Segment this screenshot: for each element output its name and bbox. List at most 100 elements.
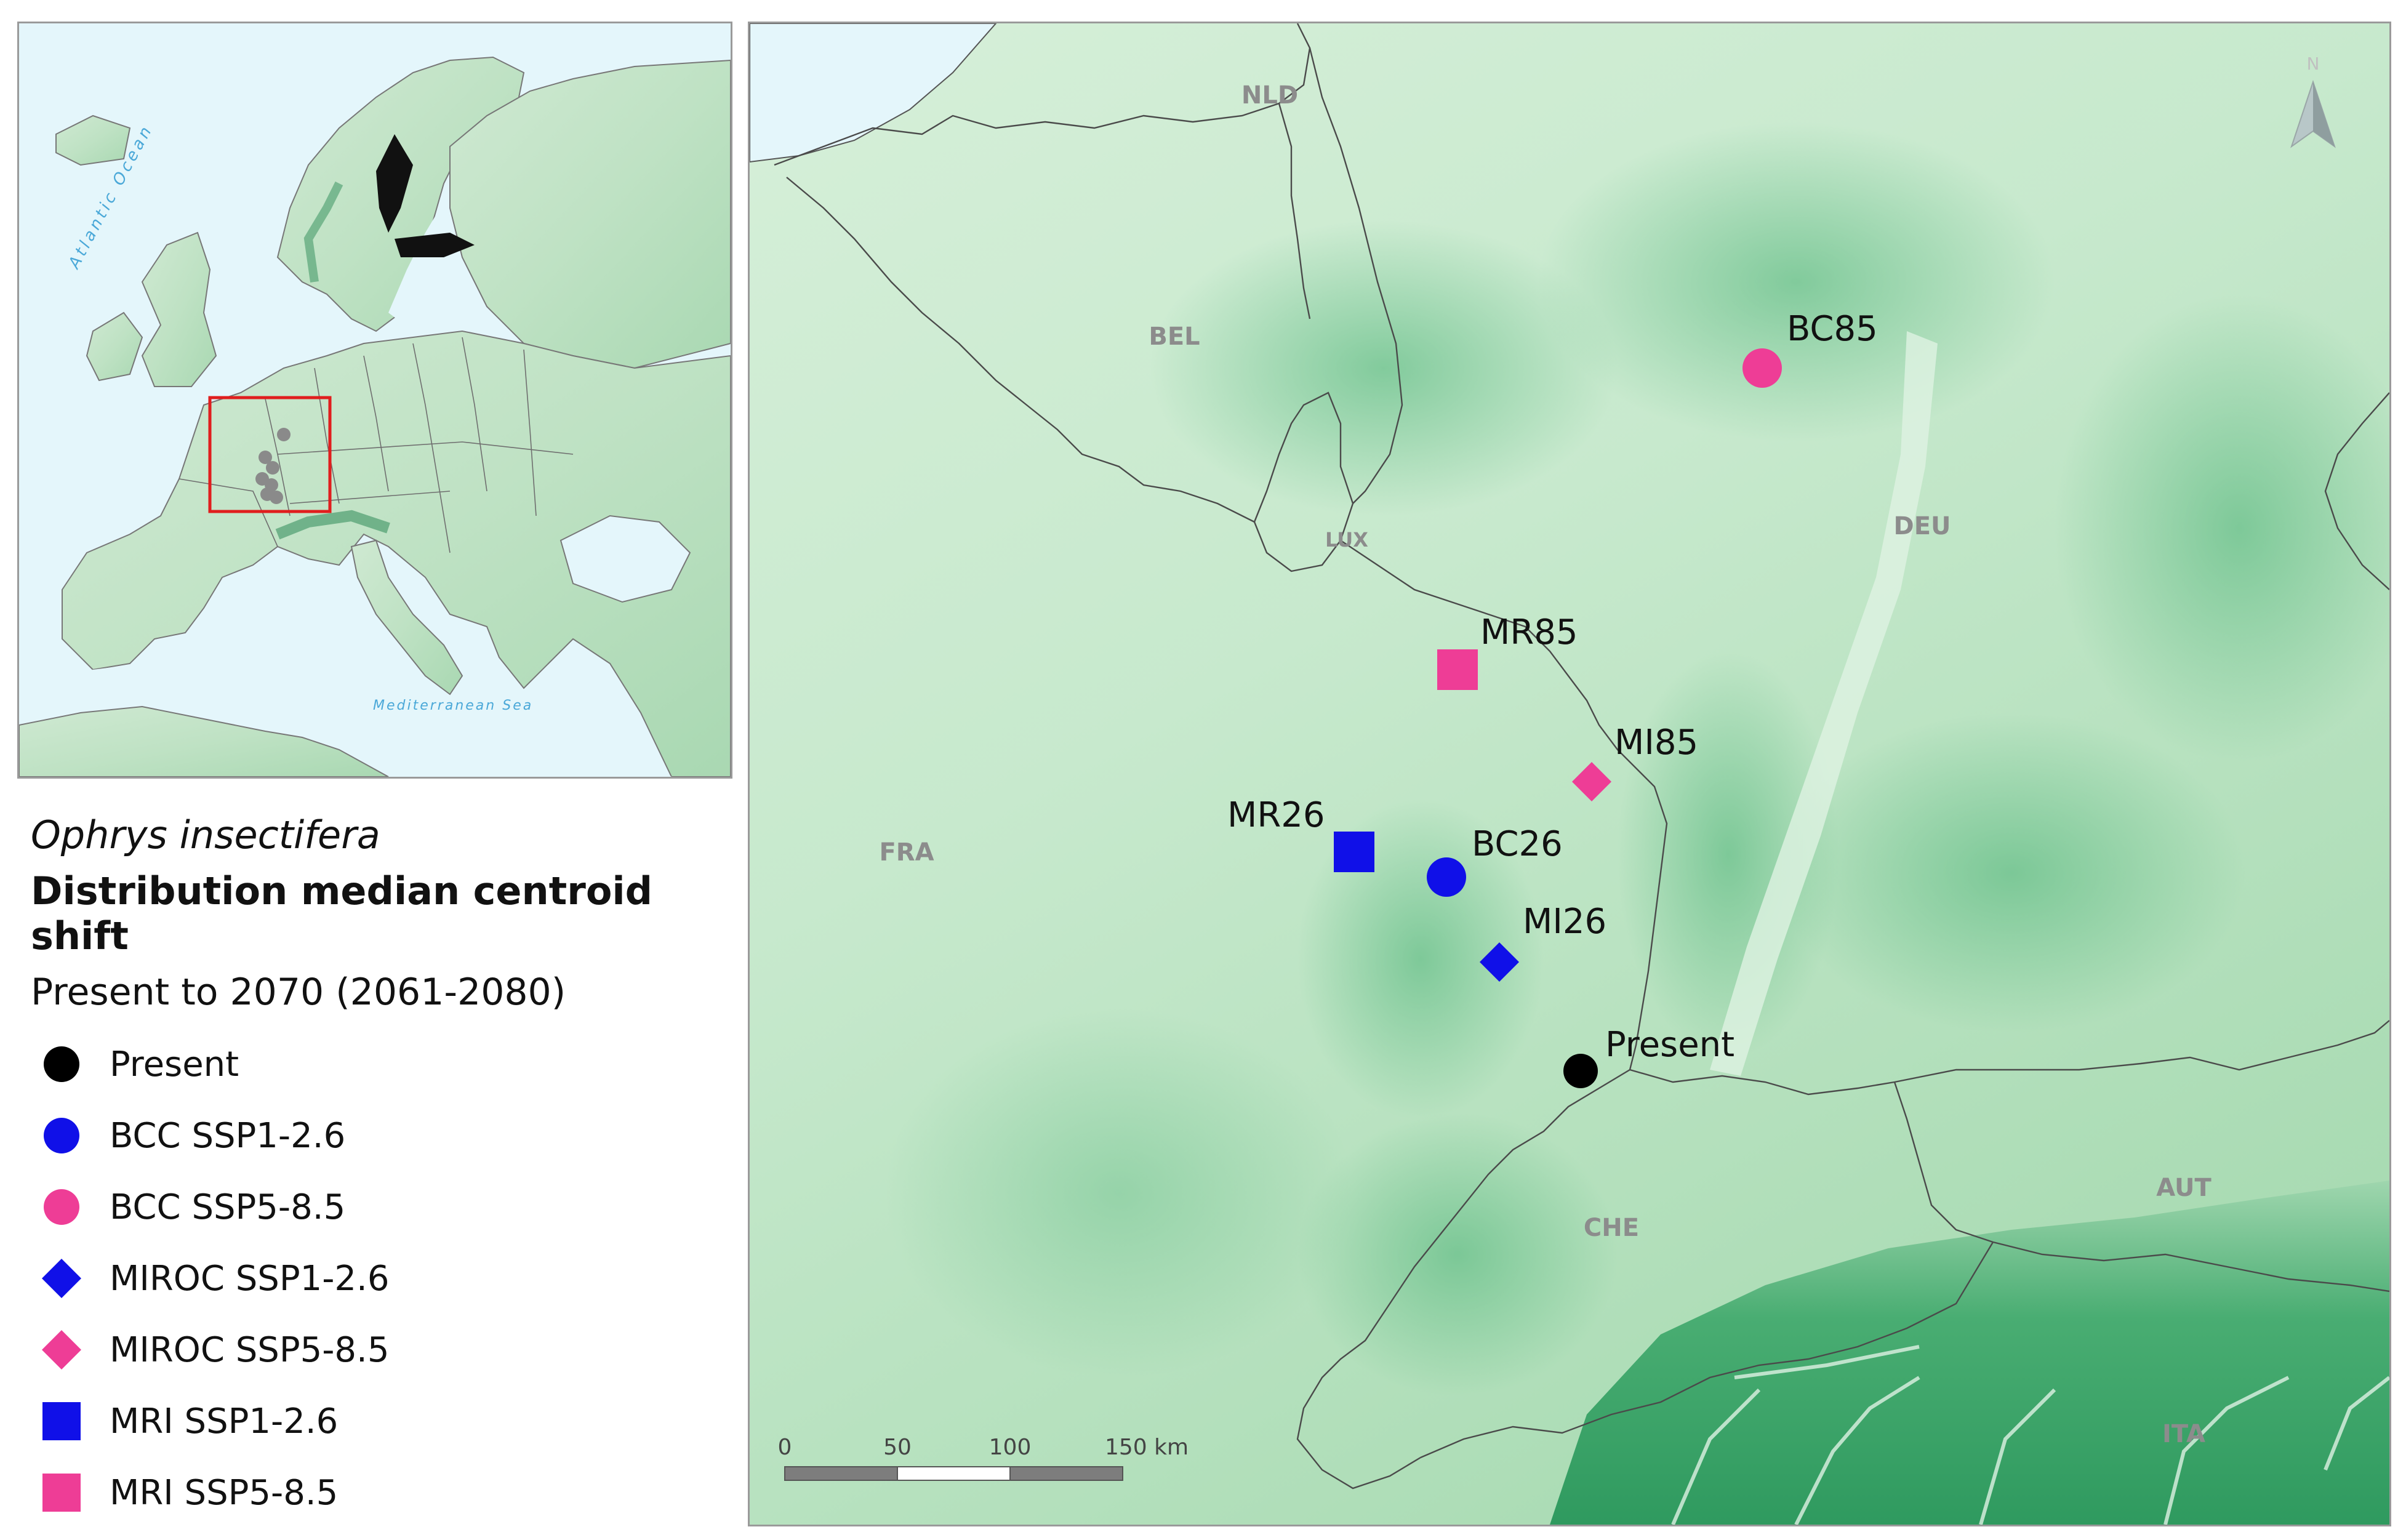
border-nld-deu [1309,47,1403,504]
legend-item-label: MIROC SSP1-2.6 [110,1258,390,1299]
finland-russia-land [449,59,731,369]
scale-label-100: 100 [989,1435,1032,1460]
vosges-relief [1297,799,1544,1119]
legend-item-label: Present [110,1044,239,1085]
legend-item-label: BCC SSP1-2.6 [110,1115,346,1156]
legend-item: MIROC SSP1-2.6 [31,1243,739,1314]
legend: Ophrys insectifera Distribution median c… [31,812,739,1528]
legend-circle-marker [44,1046,79,1082]
massif-relief [885,1008,1353,1378]
europe-inset-map: Atlantic Ocean Mediterranean Sea [17,22,732,779]
centroid-mi85-label: MI85 [1614,723,1698,763]
centroid-mr85: MR85 [1437,612,1578,690]
legend-square-marker [42,1474,81,1512]
centroid-mr26: MR26 [1227,795,1374,872]
inset-centroid-points [255,428,291,504]
legend-item: MRI SSP1-2.6 [31,1386,739,1457]
legend-item: BCC SSP5-8.5 [31,1171,739,1243]
border-che-ita [1420,1241,1994,1459]
border-deu-aut [1894,1020,2389,1083]
north-arrow-label: N [2307,54,2320,74]
legend-symbol [42,1330,81,1370]
europe-inset-svg: Atlantic Ocean Mediterranean Sea [19,23,731,777]
alps [1550,1181,2389,1525]
legend-subtitle: Present to 2070 (2061-2080) [31,971,566,1014]
border-fra-che [1296,1069,1630,1490]
border-lux [1253,391,1354,572]
centroid-bc85-marker [1742,348,1782,388]
centroid-mr85-marker [1437,649,1478,690]
border-bel-nld [774,23,1311,166]
black-sea [559,515,691,603]
legend-item-label: BCC SSP5-8.5 [110,1187,346,1227]
legend-circle-marker [44,1189,79,1225]
legend-item: MRI SSP5-8.5 [31,1457,739,1528]
alps-inset [275,510,390,540]
italy-land [350,539,463,696]
legend-symbol [44,1189,79,1225]
scale-bar: 0 50 100 150 km [778,1435,1189,1481]
legend-item: MIROC SSP5-8.5 [31,1314,739,1386]
inset-borders [178,337,574,553]
centroid-present-label: Present [1605,1025,1734,1065]
scale-label-150: 150 km [1105,1435,1189,1460]
legend-title: Distribution median centroid shift [31,868,653,958]
legend-circle-marker [44,1118,79,1153]
rhenish-massif-relief [1538,122,2055,442]
legend-diamond-marker [42,1330,81,1370]
border-che-deu [1629,1069,1895,1096]
country-label-lux: LUX [1325,528,1368,551]
legend-item: Present [31,1029,739,1100]
study-area-rectangle [208,396,332,513]
centroid-mi26-marker [1480,942,1519,982]
centroid-bc26-marker [1427,857,1466,897]
country-borders [774,23,2389,1490]
legend-item: BCC SSP1-2.6 [31,1100,739,1171]
alps-valleys [1671,1345,2389,1525]
north-arrow: N [2290,54,2336,148]
scale-label-0: 0 [778,1435,792,1460]
centroid-present: Present [1563,1025,1734,1088]
legend-symbol [44,1046,79,1082]
north-sea [750,23,997,163]
main-map-svg: NLD BEL LUX DEU FRA CHE AUT ITA N 0 50 1… [750,23,2389,1525]
centroid-mi26: MI26 [1480,902,1606,982]
legend-item-label: MRI SSP5-8.5 [110,1472,339,1513]
country-label-bel: BEL [1149,323,1200,351]
centroid-bc85: BC85 [1742,309,1878,388]
rhine-valley [1710,331,1938,1076]
centroid-bc26: BC26 [1427,824,1563,897]
mediterranean-sea-label: Mediterranean Sea [373,698,533,713]
legend-symbol [42,1474,81,1512]
lake-black-2 [395,233,475,257]
legend-species: Ophrys insectifera [31,812,380,857]
centroid-mr85-label: MR85 [1480,612,1578,652]
swabian-jura-relief [1778,713,2245,1033]
country-label-che: CHE [1584,1214,1639,1242]
ardennes-relief [1150,220,1618,516]
country-label-ita: ITA [2162,1420,2205,1448]
centroid-bc26-label: BC26 [1472,824,1563,864]
ireland-land [86,311,143,382]
iceland-land [55,114,131,166]
legend-items: Present BCC SSP1-2.6 BCC SSP5-8.5 MIROC SSP… [31,1029,739,1528]
centroid-mi85: MI85 [1572,723,1698,801]
country-label-aut: AUT [2156,1174,2212,1202]
border-aut-ita [1992,1241,2389,1293]
legend-symbol [42,1259,81,1298]
black-forest-relief [1618,651,1839,1057]
norway-mountains [303,181,343,283]
legend-symbol [44,1118,79,1153]
continental-europe-land [62,330,731,777]
legend-item-label: MRI SSP1-2.6 [110,1401,339,1442]
main-map: NLD BEL LUX DEU FRA CHE AUT ITA N 0 50 1… [748,22,2391,1526]
border-bel-fra [786,177,1255,523]
border-che-aut [1893,1081,1994,1243]
jura-relief [1297,1113,1618,1396]
uk-land [141,231,217,387]
border-deu-cze [2324,392,2389,590]
north-africa-land [19,705,389,777]
legend-diamond-marker [42,1259,81,1298]
centroid-mr26-marker [1334,832,1374,872]
legend-item-label: MIROC SSP5-8.5 [110,1329,390,1370]
